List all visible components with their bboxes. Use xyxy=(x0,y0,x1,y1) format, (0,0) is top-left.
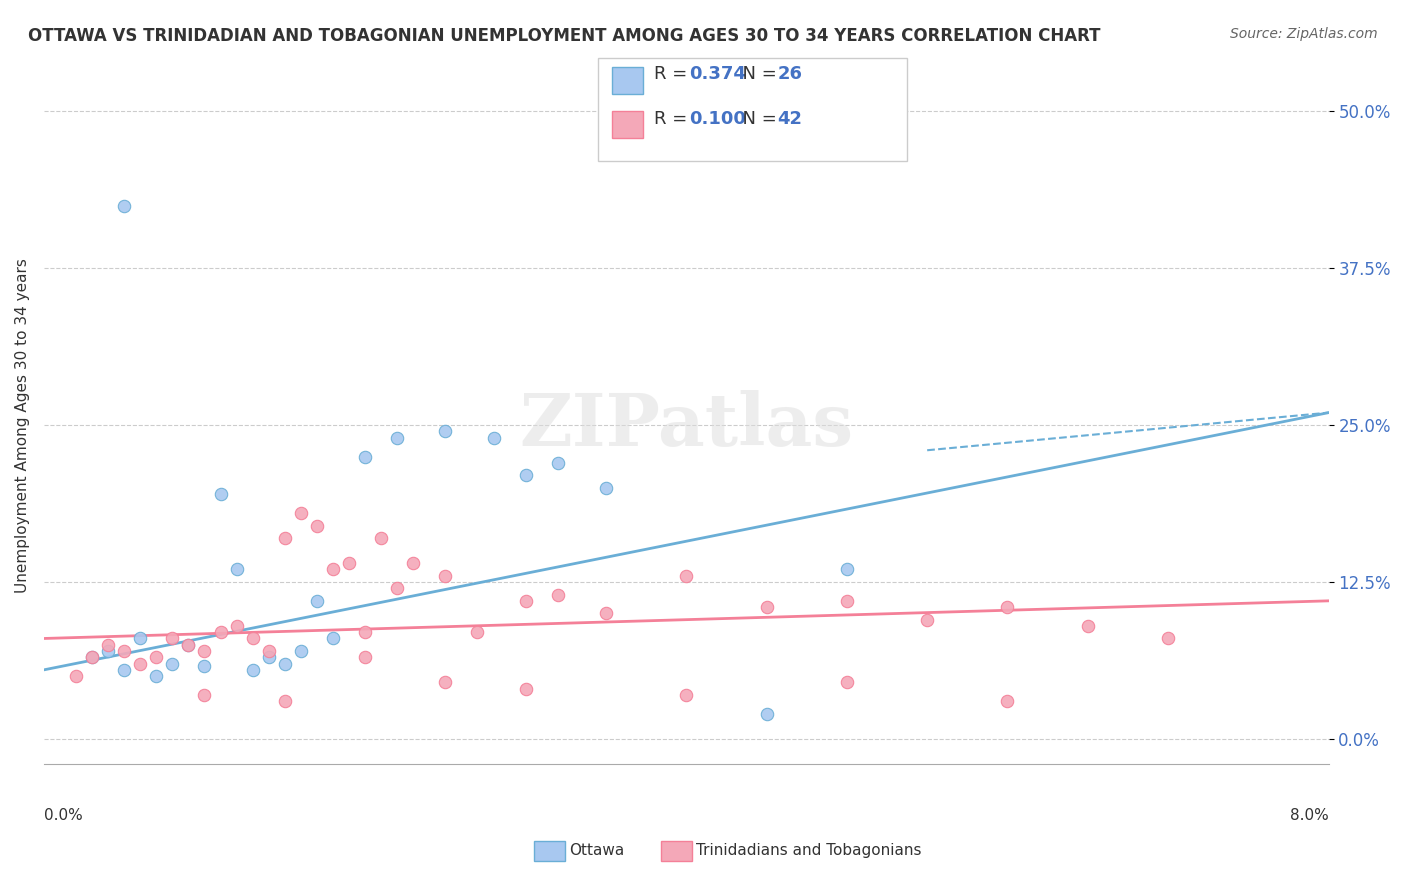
Point xyxy=(322,562,344,576)
Text: R =: R = xyxy=(654,110,693,128)
Point xyxy=(387,582,409,596)
Point xyxy=(290,506,312,520)
Text: Ottawa: Ottawa xyxy=(569,844,624,858)
Point xyxy=(755,600,778,615)
Point xyxy=(80,650,103,665)
Text: ZIPatlas: ZIPatlas xyxy=(519,390,853,460)
Point xyxy=(997,694,1019,708)
Point xyxy=(515,468,537,483)
Point xyxy=(402,556,425,570)
Point xyxy=(193,659,215,673)
Point xyxy=(225,619,247,633)
Point xyxy=(112,644,135,658)
Point xyxy=(467,625,489,640)
Point xyxy=(145,669,167,683)
Point xyxy=(193,688,215,702)
Point xyxy=(1157,632,1180,646)
Point xyxy=(354,625,377,640)
Text: 26: 26 xyxy=(778,65,803,83)
Point xyxy=(354,650,377,665)
Point xyxy=(997,600,1019,615)
Point xyxy=(305,518,328,533)
Point xyxy=(225,562,247,576)
Point xyxy=(242,663,264,677)
Text: Trinidadians and Tobagonians: Trinidadians and Tobagonians xyxy=(696,844,921,858)
Point xyxy=(515,681,537,696)
Point xyxy=(387,431,409,445)
Point xyxy=(112,198,135,212)
Point xyxy=(370,531,392,545)
Point xyxy=(257,644,280,658)
Point xyxy=(209,487,232,501)
Point xyxy=(209,625,232,640)
Point xyxy=(755,706,778,721)
Point xyxy=(177,638,200,652)
Point xyxy=(835,594,858,608)
Point xyxy=(274,657,297,671)
Text: N =: N = xyxy=(731,110,783,128)
Point xyxy=(274,531,297,545)
Text: 8.0%: 8.0% xyxy=(1289,808,1329,823)
Point xyxy=(1077,619,1099,633)
Point xyxy=(177,638,200,652)
Point xyxy=(547,588,569,602)
Point xyxy=(97,644,120,658)
Text: OTTAWA VS TRINIDADIAN AND TOBAGONIAN UNEMPLOYMENT AMONG AGES 30 TO 34 YEARS CORR: OTTAWA VS TRINIDADIAN AND TOBAGONIAN UNE… xyxy=(28,27,1101,45)
Text: 0.100: 0.100 xyxy=(689,110,745,128)
Point xyxy=(112,663,135,677)
Point xyxy=(434,675,457,690)
Text: N =: N = xyxy=(731,65,783,83)
Point xyxy=(675,688,697,702)
Point xyxy=(434,425,457,439)
Point xyxy=(434,568,457,582)
Point xyxy=(354,450,377,464)
Point xyxy=(162,657,184,671)
Point xyxy=(97,638,120,652)
Text: R =: R = xyxy=(654,65,693,83)
Point xyxy=(162,632,184,646)
Point xyxy=(257,650,280,665)
Point xyxy=(322,632,344,646)
Point xyxy=(145,650,167,665)
Point xyxy=(129,657,152,671)
Point xyxy=(337,556,360,570)
Text: Source: ZipAtlas.com: Source: ZipAtlas.com xyxy=(1230,27,1378,41)
Text: 42: 42 xyxy=(778,110,803,128)
Point xyxy=(80,650,103,665)
Point xyxy=(915,613,938,627)
Point xyxy=(65,669,87,683)
Point xyxy=(482,431,505,445)
Text: 0.374: 0.374 xyxy=(689,65,745,83)
Point xyxy=(515,594,537,608)
Text: 0.0%: 0.0% xyxy=(44,808,83,823)
Point xyxy=(835,562,858,576)
Point xyxy=(193,644,215,658)
Point xyxy=(305,594,328,608)
Point xyxy=(595,481,617,495)
Point xyxy=(290,644,312,658)
Point xyxy=(129,632,152,646)
Point xyxy=(547,456,569,470)
Point xyxy=(274,694,297,708)
Point xyxy=(242,632,264,646)
Point xyxy=(835,675,858,690)
Point xyxy=(675,568,697,582)
Y-axis label: Unemployment Among Ages 30 to 34 years: Unemployment Among Ages 30 to 34 years xyxy=(15,258,30,592)
Point xyxy=(595,607,617,621)
